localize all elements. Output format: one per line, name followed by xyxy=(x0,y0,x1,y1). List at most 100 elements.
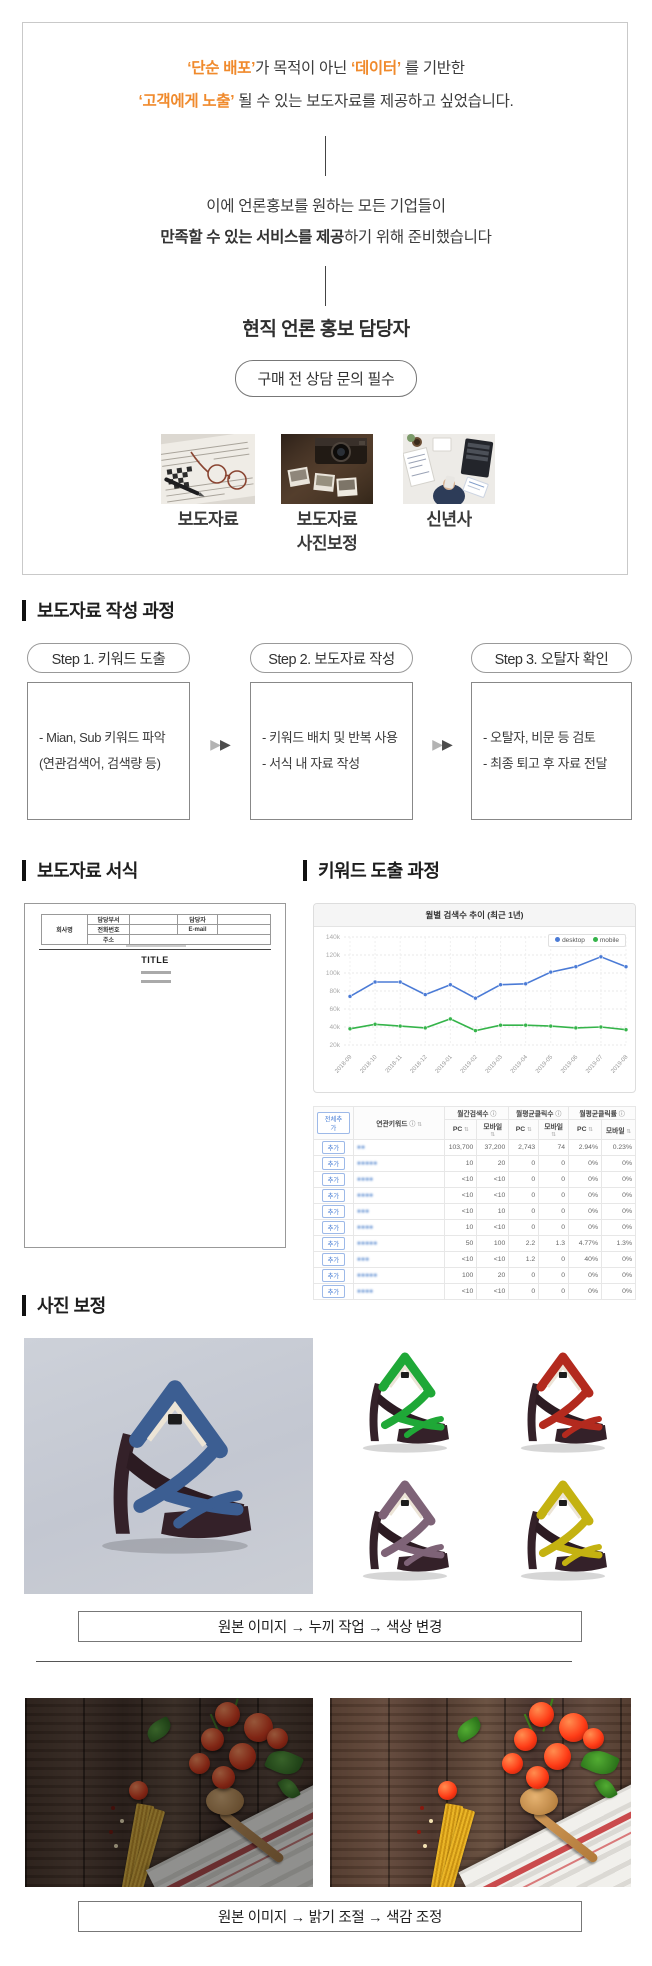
tomato xyxy=(229,1743,257,1771)
keyword-link[interactable]: ●●●● xyxy=(356,1224,374,1231)
x-tick-label: 2019-03 xyxy=(485,1054,505,1075)
add-keyword-button[interactable]: 추가 xyxy=(321,1237,346,1250)
section-heading-text: 키워드 도출 과정 xyxy=(318,861,440,881)
retouch-caption-2: 원본 이미지 → 밝기 조절 → 색감 조정 xyxy=(78,1901,582,1932)
cell-value: 10 xyxy=(476,1203,510,1220)
sort-icon[interactable]: ⇅ xyxy=(527,1127,532,1133)
keyword-link[interactable]: ●●● xyxy=(356,1208,370,1215)
heading-bar xyxy=(22,599,26,621)
arrow-step2-step3: ▶▶ xyxy=(420,736,464,753)
cell-value: 10 xyxy=(444,1155,478,1172)
tomato-photo-original xyxy=(25,1698,313,1887)
step1-line2: (연관검색어, 검색량 등) xyxy=(39,756,161,771)
keyword-link[interactable]: ●●●●● xyxy=(356,1272,378,1279)
intro-line1: ‘단순 배포’가 목적이 아닌 ‘데이터’ 를 기반한 xyxy=(0,56,652,78)
x-tick-label: 2019-01 xyxy=(435,1054,455,1075)
cell-value: 0.23% xyxy=(601,1139,636,1156)
add-keyword-button[interactable]: 추가 xyxy=(321,1269,346,1282)
cell-value: 20 xyxy=(476,1267,510,1284)
yellow-heel-art xyxy=(480,1466,638,1594)
keyword-link[interactable]: ●●●● xyxy=(356,1288,374,1295)
cell-value: 74 xyxy=(538,1139,570,1156)
subcol-pc: PC ⇅ xyxy=(508,1119,540,1140)
arrow-icon: ▶ xyxy=(442,736,453,752)
data-point xyxy=(523,981,528,987)
y-tick-label: 20k xyxy=(330,1042,341,1049)
data-point xyxy=(623,964,629,969)
y-tick-label: 80k xyxy=(330,988,341,995)
sort-icon[interactable]: ⇅ xyxy=(588,1127,593,1133)
cell-value: <10 xyxy=(476,1283,510,1300)
subtitle-line xyxy=(141,980,171,983)
author-role: 현직 언론 홍보 담당자 xyxy=(242,319,410,340)
thumb-label-press-release: 보도자료 xyxy=(151,508,265,532)
add-keyword-button[interactable]: 추가 xyxy=(321,1221,346,1234)
keyword-link[interactable]: ●●●● xyxy=(356,1176,374,1183)
cell-value: 0 xyxy=(508,1155,540,1172)
step1-pill: Step 1. 키워드 도출 xyxy=(27,643,190,673)
tomato-scene xyxy=(330,1698,631,1887)
add-all-button[interactable]: 전체추가 xyxy=(317,1112,350,1134)
desktop-dot-icon xyxy=(555,937,561,942)
sort-icon[interactable]: ⇅ xyxy=(464,1127,469,1133)
step1-line1: - Mian, Sub 키워드 파악 xyxy=(39,730,166,745)
data-point xyxy=(397,979,403,985)
x-tick-label: 2019-05 xyxy=(535,1054,555,1075)
add-keyword-button[interactable]: 추가 xyxy=(321,1173,346,1186)
cell-value: 0% xyxy=(601,1267,636,1284)
section-heading-text: 보도자료 작성 과정 xyxy=(37,601,175,621)
section-divider xyxy=(36,1661,572,1662)
peppercorn xyxy=(114,1843,119,1848)
add-keyword-button[interactable]: 추가 xyxy=(321,1205,346,1218)
cell-value: 40% xyxy=(568,1251,602,1268)
cell-value: <10 xyxy=(476,1187,510,1204)
cell-value: 100 xyxy=(476,1235,510,1252)
wooden-spoon-bowl xyxy=(206,1786,245,1815)
cell-value: 0% xyxy=(568,1155,602,1172)
add-keyword-button[interactable]: 추가 xyxy=(321,1157,346,1170)
sort-icon[interactable]: ⇅ xyxy=(626,1128,632,1135)
step2-line1: - 키워드 배치 및 반복 사용 xyxy=(262,730,398,745)
keyword-link[interactable]: ●●● xyxy=(356,1256,370,1263)
form-dept-value xyxy=(129,914,178,925)
chart-line-desktop xyxy=(349,955,627,1000)
single-tomato xyxy=(438,1781,458,1801)
cell-value: 0% xyxy=(601,1283,636,1300)
intro-line1-text2: 를 기반한 xyxy=(400,60,465,77)
keyword-row: 추가 ●●● <10 10 0 0 0% 0% xyxy=(313,1203,636,1220)
add-keyword-button[interactable]: 추가 xyxy=(321,1141,346,1154)
form-phone-value xyxy=(129,924,178,935)
vertical-divider xyxy=(325,136,326,176)
fine-print xyxy=(126,945,186,947)
peppercorn xyxy=(120,1818,125,1823)
cell-value: 0 xyxy=(538,1187,570,1204)
keyword-link[interactable]: ●●●●● xyxy=(356,1160,378,1167)
data-point xyxy=(598,954,604,960)
newspaper-art xyxy=(161,434,255,504)
sort-icon[interactable]: ⇅ xyxy=(417,1122,422,1128)
y-tick-label: 40k xyxy=(330,1024,341,1031)
cell-value: <10 xyxy=(476,1171,510,1188)
cell-value: <10 xyxy=(444,1283,478,1300)
subtitle-line xyxy=(141,971,171,974)
heel-sandal-art xyxy=(362,1480,450,1581)
keyword-link[interactable]: ●●●● xyxy=(356,1192,374,1199)
legend-mobile-label: mobile xyxy=(599,937,619,944)
cell-value: 1.3 xyxy=(538,1235,570,1252)
form-email-value xyxy=(217,924,271,935)
add-keyword-button[interactable]: 추가 xyxy=(321,1253,346,1266)
keyword-link[interactable]: ●●●●● xyxy=(356,1240,378,1247)
cell-value: 20 xyxy=(476,1155,510,1172)
add-keyword-button[interactable]: 추가 xyxy=(321,1285,346,1298)
camera-art xyxy=(281,434,373,504)
cell-value: <10 xyxy=(444,1251,478,1268)
sort-icon[interactable]: ⇅ xyxy=(551,1132,556,1138)
tomato xyxy=(266,1728,288,1750)
cell-value: 0% xyxy=(568,1203,602,1220)
green-heel-art xyxy=(322,1338,480,1466)
peppercorn xyxy=(111,1805,116,1810)
add-keyword-button[interactable]: 추가 xyxy=(321,1189,346,1202)
form-address-value xyxy=(129,934,271,945)
keyword-link[interactable]: ●● xyxy=(356,1144,366,1151)
sort-icon[interactable]: ⇅ xyxy=(490,1132,496,1138)
